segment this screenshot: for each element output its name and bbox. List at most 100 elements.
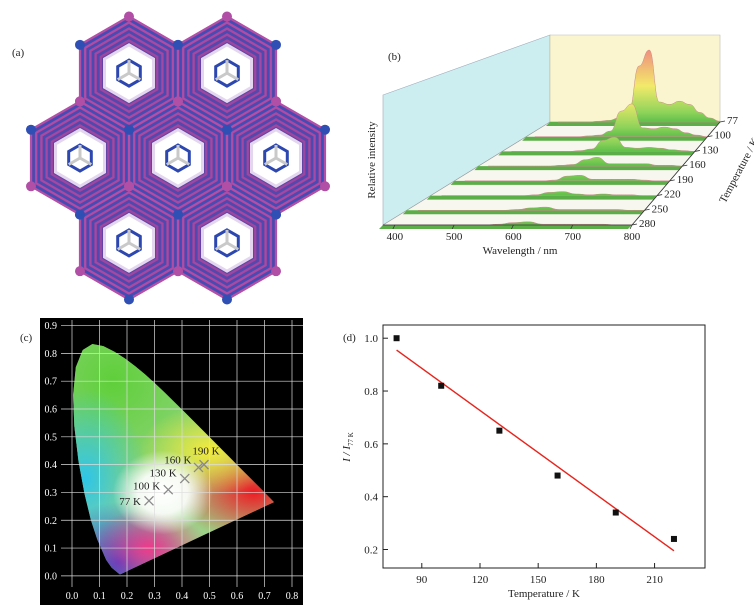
hex-ring [84,191,174,295]
data-point [554,472,561,479]
hex-ring [97,36,161,110]
data-point [496,427,503,434]
node [222,294,232,305]
x-tick-label: 150 [530,574,547,586]
hex-ring [94,33,164,113]
cube-edge [165,156,179,166]
hex-ring [89,27,169,119]
y-tick-label: 1.0 [364,333,378,345]
y-tick-label: 0.6 [364,439,378,451]
x-tick-label: 0.0 [66,591,79,602]
node [222,124,232,135]
x-tick-label: 0.2 [121,591,134,602]
point-label: 130 K [150,468,177,480]
plot-frame [382,324,706,569]
z-tick [707,135,713,138]
node [271,209,281,220]
ribbon-base [474,166,683,171]
cube-edge [226,241,240,251]
cube [165,143,191,173]
hex-ring [86,24,172,122]
point-label: 160 K [164,454,191,466]
panel-label: (d) [343,332,356,344]
cube-edge [214,71,228,81]
spectrum [441,191,658,196]
cube [67,143,93,173]
z-tick [719,120,726,123]
z-tick [631,223,638,226]
point-label: 77 K [119,496,141,508]
hex-ring [244,121,308,195]
data-point [393,335,400,342]
node [26,124,36,135]
hex-ring [236,112,316,204]
ribbon-base [379,225,632,229]
x-tick-label: 700 [564,231,581,243]
hex-ring [233,109,319,207]
spectrum [464,175,670,182]
hex-ring [135,109,221,207]
panel-label: (c) [20,332,33,344]
hex-ring [45,118,115,198]
y-tick-label: 0.4 [364,492,378,504]
x-tick-label: 120 [472,574,489,586]
hex-ring [42,115,118,201]
z-tick [644,208,650,211]
hex-ring [99,39,159,107]
node [222,181,232,192]
z-tick-label: 220 [664,189,681,201]
hex-ring [192,33,262,113]
spectrum [488,157,683,167]
spectrum [511,136,695,152]
hex-ring [182,21,272,125]
y-tick-label: 0.2 [364,545,378,557]
z-axis [631,121,721,226]
hex-ring [86,194,172,292]
marker [163,484,174,495]
marker [144,495,154,506]
cube-edge [128,241,142,251]
hex-ring [184,24,270,122]
hex-ring [50,124,110,192]
hex-ring [97,206,161,280]
x-axis-label: Temperature / K [508,588,580,600]
hex-ring [195,36,259,110]
hex-ring [91,200,167,286]
panel-label: (a) [12,47,25,59]
hex-ring [140,115,216,201]
y-tick-label: 0.2 [45,516,58,527]
hex-ring [146,121,210,195]
y-tick-label: 0.6 [45,405,58,416]
x-axis-label: Wavelength / nm [483,245,558,257]
hex-ring [184,194,270,292]
x-tick-label: 0.1 [93,591,106,602]
hex-ring [148,124,208,192]
cube-edge [177,156,191,166]
hex-ring [241,118,311,198]
x-tick-label: 0.8 [286,591,299,602]
node [124,181,134,192]
cube-edge [116,241,130,251]
node [271,266,281,277]
ribbon-base [426,195,658,200]
hex-ring [40,112,120,204]
cube-edge [116,71,130,81]
cube-edge [79,156,93,166]
hex-ring [187,27,267,119]
node [271,39,281,50]
y-axis-label: Relative intensity [366,121,378,199]
z-tick [657,194,663,196]
hex-ring [189,200,265,286]
x-tick [629,224,633,230]
cube-edge [275,156,289,166]
z-tick [669,179,675,182]
spectrum [418,206,645,211]
x-tick-label: 500 [446,231,463,243]
cube-edge [214,241,228,251]
node [173,96,183,107]
hex-ring [143,118,213,198]
data-point [670,535,677,542]
x-tick-label: 400 [387,231,404,243]
x-tick-label: 0.7 [258,591,271,602]
y-axis-label-sub: 77 K [347,432,355,446]
